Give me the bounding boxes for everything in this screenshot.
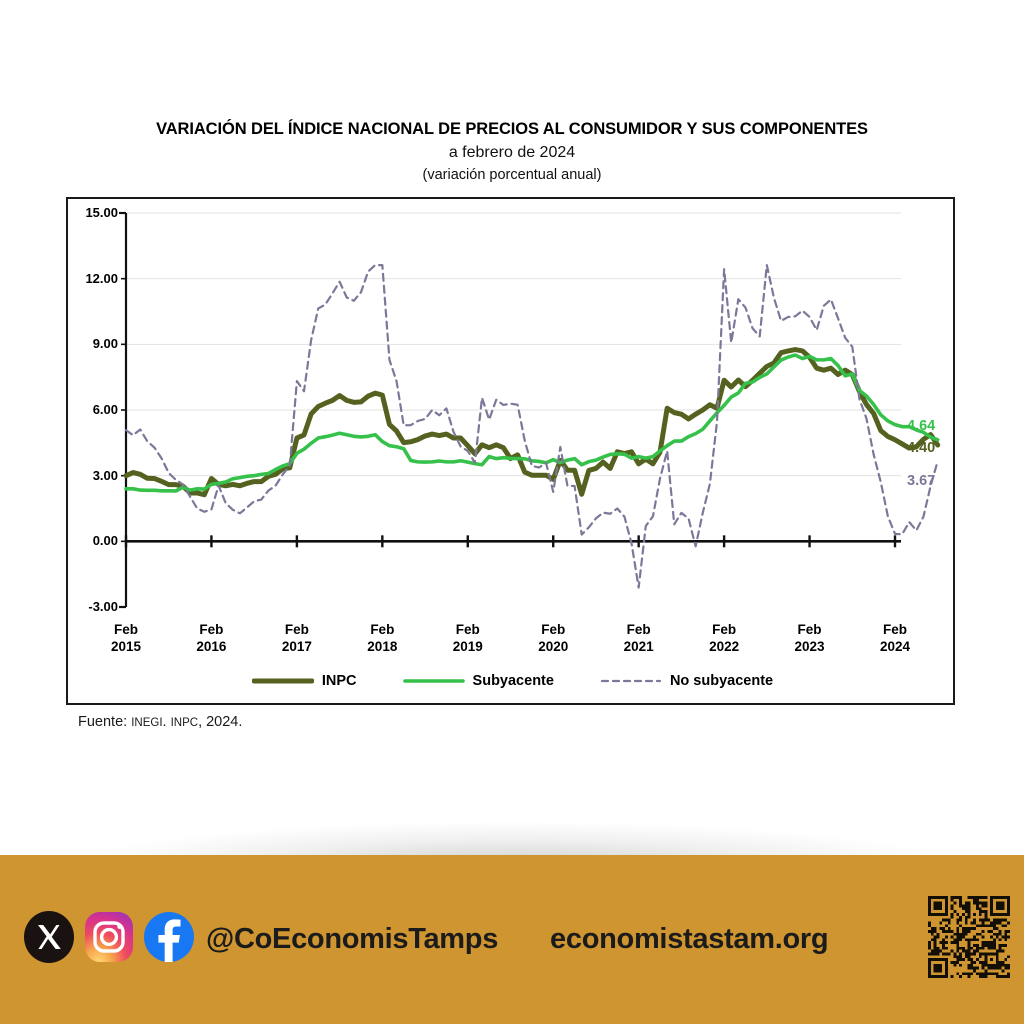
- legend-label: No subyacente: [669, 673, 774, 689]
- y-axis-tick-label: 9.00: [92, 336, 118, 352]
- x-axis-tick-label: Feb 2020: [518, 621, 588, 655]
- chart-legend: INPC Subyacente No subyacente: [68, 673, 957, 689]
- x-axis-tick-year: 2017: [281, 639, 312, 654]
- y-axis-tick-label: 15.00: [85, 205, 118, 220]
- x-axis-tick-month: Feb: [626, 622, 651, 637]
- x-axis-tick-year: 2020: [538, 639, 569, 654]
- x-axis-tick-year: 2019: [452, 639, 483, 654]
- x-axis-tick-label: Feb 2022: [689, 621, 759, 655]
- page-subtitle: a febrero de 2024: [448, 144, 576, 161]
- y-axis-tick-label: 0.00: [92, 533, 118, 549]
- x-axis-tick-label: Feb 2017: [262, 621, 332, 655]
- x-axis-tick-month: Feb: [284, 622, 309, 637]
- legend-item-inpc[interactable]: INPC: [251, 673, 357, 689]
- x-axis-tick-month: Feb: [541, 622, 566, 637]
- x-axis-tick-month: Feb: [199, 622, 224, 637]
- source-note: Fuente: INEGI. INPC, 2024.: [78, 714, 242, 730]
- series-end-value-no-subyacente: 3.67: [907, 473, 936, 489]
- x-twitter-icon[interactable]: [22, 910, 76, 969]
- legend-swatch: [251, 678, 314, 684]
- y-axis-tick-label: -3.00: [88, 599, 118, 614]
- x-axis-tick-month: Feb: [455, 622, 480, 637]
- title-block: VARIACIÓN DEL ÍNDICE NACIONAL DE PRECIOS…: [0, 118, 1024, 185]
- social-handle: @CoEconomisTamps: [206, 923, 499, 955]
- slide-shadow: [0, 795, 1024, 857]
- x-axis-tick-year: 2021: [623, 639, 654, 654]
- x-axis-tick-year: 2023: [794, 639, 825, 654]
- legend-label: INPC: [321, 673, 357, 689]
- x-axis-tick-label: Feb 2015: [91, 621, 161, 655]
- x-axis-tick-label: Feb 2023: [775, 621, 845, 655]
- legend-item-no-subyacente[interactable]: No subyacente: [600, 673, 773, 689]
- x-axis-tick-year: 2016: [196, 639, 227, 654]
- line-chart: [119, 211, 941, 609]
- source-org: INEGI: [131, 717, 163, 729]
- source-suffix: , 2024.: [198, 714, 243, 730]
- x-axis-tick-label: Feb 2016: [176, 621, 246, 655]
- instagram-icon[interactable]: [82, 910, 136, 969]
- x-axis-tick-year: 2018: [367, 639, 398, 654]
- x-axis-tick-label: Feb 2024: [860, 621, 930, 655]
- legend-swatch: [402, 679, 465, 683]
- x-axis-tick-month: Feb: [797, 622, 822, 637]
- source-index: INPC: [170, 717, 199, 729]
- website-url[interactable]: economistastam.org: [550, 923, 829, 955]
- y-axis-tick-label: 12.00: [85, 270, 118, 286]
- series-end-value-subyacente: 4.64: [907, 417, 936, 434]
- chart-frame: INPC Subyacente No subyacente 15.00 12.00 9.…: [66, 197, 955, 705]
- x-axis-tick-label: Feb 2019: [433, 621, 503, 655]
- x-axis-tick-label: Feb 2021: [604, 621, 674, 655]
- x-axis-tick-year: 2022: [709, 639, 740, 654]
- legend-swatch: [600, 679, 662, 683]
- y-axis-tick-label: 6.00: [92, 402, 118, 417]
- x-axis-tick-month: Feb: [882, 622, 907, 637]
- x-axis-tick-month: Feb: [370, 622, 395, 637]
- y-axis-tick-label: 3.00: [92, 467, 118, 483]
- facebook-icon[interactable]: [142, 910, 196, 969]
- slide-canvas: VARIACIÓN DEL ÍNDICE NACIONAL DE PRECIOS…: [0, 118, 1024, 857]
- page-units-note: (variación porcentual anual): [422, 167, 602, 183]
- x-axis-tick-month: Feb: [113, 622, 138, 637]
- x-axis-tick-month: Feb: [712, 622, 737, 637]
- footer-bar: @CoEconomisTamps economistastam.org: [0, 855, 1024, 1024]
- legend-item-subyacente[interactable]: Subyacente: [402, 673, 554, 689]
- x-axis-tick-year: 2015: [110, 639, 142, 654]
- qr-code-icon[interactable]: [928, 896, 1010, 983]
- page-title: VARIACIÓN DEL ÍNDICE NACIONAL DE PRECIOS…: [156, 120, 868, 138]
- legend-label: Subyacente: [472, 673, 554, 689]
- series-end-value-inpc: 4.40: [907, 440, 936, 457]
- x-axis-tick-label: Feb 2018: [347, 621, 417, 655]
- source-prefix: Fuente:: [78, 714, 132, 730]
- source-sep: .: [162, 714, 171, 730]
- x-axis-tick-year: 2024: [879, 639, 911, 654]
